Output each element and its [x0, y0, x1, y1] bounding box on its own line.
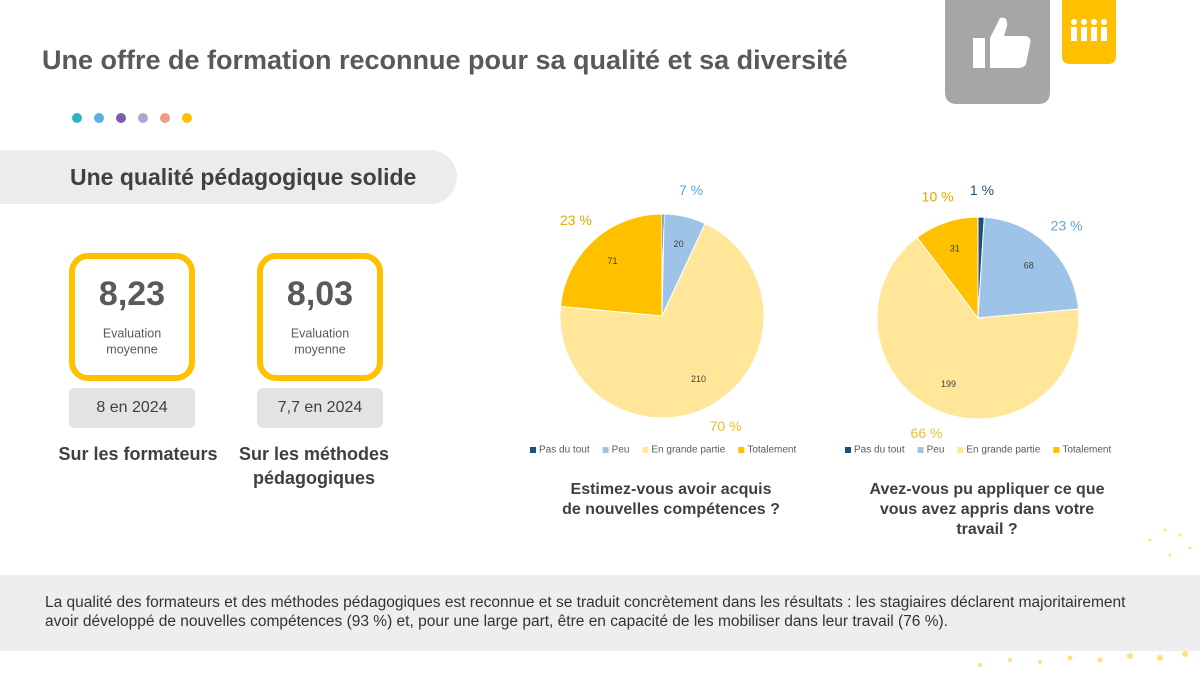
kpi-box — [257, 253, 383, 381]
value-label: 68 — [1024, 260, 1034, 270]
percent-label: 1 % — [970, 182, 994, 198]
pie-slice — [977, 216, 1080, 319]
kpi-caption: Sur les méthodes — [239, 444, 389, 464]
kpi-value: 8,03 — [287, 275, 353, 313]
chart-title: Avez-vous pu appliquer ce que — [869, 481, 1104, 498]
value-label: 31 — [950, 243, 960, 253]
pie-slice — [559, 213, 663, 317]
kpi-value: 8,23 — [99, 275, 165, 313]
chart-title: de nouvelles compétences ? — [562, 501, 780, 518]
thumb-icon — [945, 0, 1050, 104]
previous-pill — [257, 388, 383, 428]
legend-label: Totalement — [1062, 445, 1111, 456]
pie-slice — [916, 216, 979, 320]
percent-label: 66 % — [911, 425, 943, 441]
kpi-label: moyenne — [106, 342, 157, 356]
legend-label: Pas du tout — [539, 445, 590, 456]
chart-title: travail ? — [956, 521, 1017, 538]
title: Une offre de formation reconnue pour sa … — [42, 45, 848, 75]
legend-label: Pas du tout — [854, 445, 905, 456]
legend-label: Peu — [927, 445, 945, 456]
legend-swatch — [602, 447, 609, 453]
legend-swatch — [957, 447, 964, 453]
dotted-pattern — [978, 528, 1192, 667]
legend-label: En grande partie — [651, 445, 725, 456]
legend-swatch — [845, 447, 851, 453]
value-label: 71 — [608, 256, 618, 266]
previous-value: 8 en 2024 — [96, 399, 167, 416]
legend-label: Peu — [612, 445, 630, 456]
pie-slice — [876, 236, 1080, 420]
dots — [72, 113, 192, 123]
legend-swatch — [738, 447, 745, 453]
value-label: 199 — [941, 379, 956, 389]
section-title: Une qualité pédagogique solide — [70, 164, 416, 190]
kpi-caption: pédagogiques — [253, 468, 375, 488]
legend-swatch — [530, 447, 536, 453]
chart-title: Estimez-vous avoir acquis — [571, 481, 772, 498]
kpi-box — [69, 253, 195, 381]
legend-swatch — [917, 447, 924, 453]
legend-label: Totalement — [747, 445, 796, 456]
footer: La qualité des formateurs et des méthode… — [0, 575, 1200, 651]
chart-title: vous avez appris dans votre — [880, 501, 1094, 518]
legend-swatch — [642, 447, 649, 453]
section-band — [0, 150, 457, 204]
people-icon — [1062, 0, 1116, 64]
percent-label: 10 % — [922, 188, 954, 204]
kpi-label: Evaluation — [291, 326, 349, 340]
percent-label: 23 % — [1051, 218, 1083, 234]
kpi-label: moyenne — [294, 342, 345, 356]
percent-label: 70 % — [710, 418, 742, 434]
value-label: 1 — [660, 219, 665, 229]
legend-swatch — [1053, 447, 1060, 453]
percent-label: 7 % — [679, 182, 703, 198]
footer-text: La qualité des formateurs et des méthode… — [45, 594, 1126, 630]
value-label: 20 — [674, 239, 684, 249]
previous-pill — [69, 388, 195, 428]
pie-slice — [559, 222, 765, 419]
percent-label: 23 % — [560, 212, 592, 228]
legend-label: En grande partie — [966, 445, 1040, 456]
previous-value: 7,7 en 2024 — [278, 399, 363, 416]
value-label: 210 — [691, 374, 706, 384]
kpi-caption: Sur les formateurs — [58, 444, 217, 464]
kpi-label: Evaluation — [103, 326, 161, 340]
